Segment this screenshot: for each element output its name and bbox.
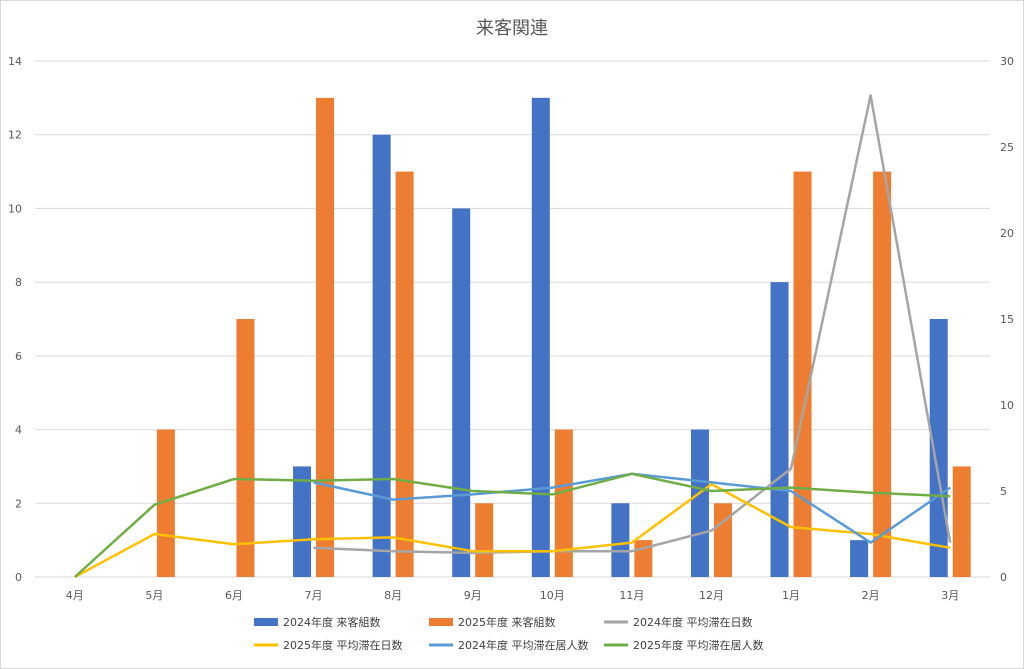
left-tick-label: 14	[8, 55, 22, 68]
left-tick-label: 0	[15, 571, 22, 584]
bar	[531, 97, 550, 577]
category-label: 5月	[145, 589, 163, 602]
bar	[316, 97, 335, 577]
bar	[713, 503, 732, 577]
category-label: 9月	[464, 589, 482, 602]
series-line	[313, 94, 952, 555]
series-line	[73, 472, 951, 578]
series-line	[74, 482, 951, 579]
bar	[850, 540, 869, 577]
legend-label: 2024年度 平均滞在居人数	[458, 638, 589, 652]
legend: 2024年度 来客組数 2025年度 来客組数 2024年度 平均滞在日数 2025年…	[254, 615, 764, 652]
category-label: 11月	[619, 589, 644, 602]
category-label: 6月	[225, 589, 243, 602]
right-axis-ticks: 0 5 10 15 20 25 30	[1000, 55, 1014, 584]
bar	[929, 319, 948, 577]
bar	[793, 171, 812, 578]
left-tick-label: 4	[15, 424, 22, 437]
bar	[770, 282, 789, 577]
bar	[395, 171, 414, 578]
right-tick-label: 20	[1000, 227, 1014, 240]
bar	[873, 171, 892, 578]
legend-label: 2025年度 平均滞在日数	[283, 638, 403, 652]
category-axis-ticks: 4月 5月 6月 7月 8月 9月 10月 11月 12月 1月 2月 3月	[66, 589, 959, 602]
right-tick-label: 25	[1000, 141, 1014, 154]
category-label: 1月	[782, 589, 800, 602]
bar	[293, 466, 312, 577]
right-tick-label: 30	[1000, 55, 1014, 68]
left-tick-label: 12	[8, 129, 22, 142]
gridlines	[35, 60, 990, 578]
bar	[952, 466, 971, 577]
bar	[554, 429, 573, 577]
chart-title: 来客関連	[476, 18, 548, 39]
bar	[475, 503, 494, 577]
legend-label: 2025年度 平均滞在居人数	[633, 638, 764, 652]
right-tick-label: 15	[1000, 313, 1014, 326]
bar	[452, 208, 471, 577]
legend-label: 2024年度 来客組数	[283, 615, 381, 629]
bar	[156, 429, 175, 577]
legend-swatch	[429, 618, 453, 626]
left-tick-label: 6	[15, 350, 22, 363]
bar	[690, 429, 709, 577]
left-axis-ticks: 0 2 4 6 8 10 12 14	[8, 55, 22, 584]
bar	[611, 503, 630, 577]
right-tick-label: 5	[1000, 485, 1007, 498]
bar	[372, 134, 391, 577]
category-label: 2月	[862, 589, 880, 602]
category-label: 12月	[699, 589, 724, 602]
category-label: 8月	[384, 589, 402, 602]
bars	[156, 97, 971, 578]
left-tick-label: 10	[8, 202, 22, 215]
category-label: 4月	[66, 589, 84, 602]
left-tick-label: 2	[15, 497, 22, 510]
category-label: 10月	[540, 589, 565, 602]
legend-label: 2024年度 平均滞在日数	[633, 615, 753, 629]
bar	[236, 319, 255, 577]
legend-swatch	[254, 618, 278, 626]
lines	[73, 94, 952, 579]
right-tick-label: 0	[1000, 571, 1007, 584]
right-tick-label: 10	[1000, 399, 1014, 412]
category-label: 3月	[941, 589, 959, 602]
left-tick-label: 8	[15, 276, 22, 289]
category-label: 7月	[305, 589, 323, 602]
legend-label: 2025年度 来客組数	[458, 615, 556, 629]
